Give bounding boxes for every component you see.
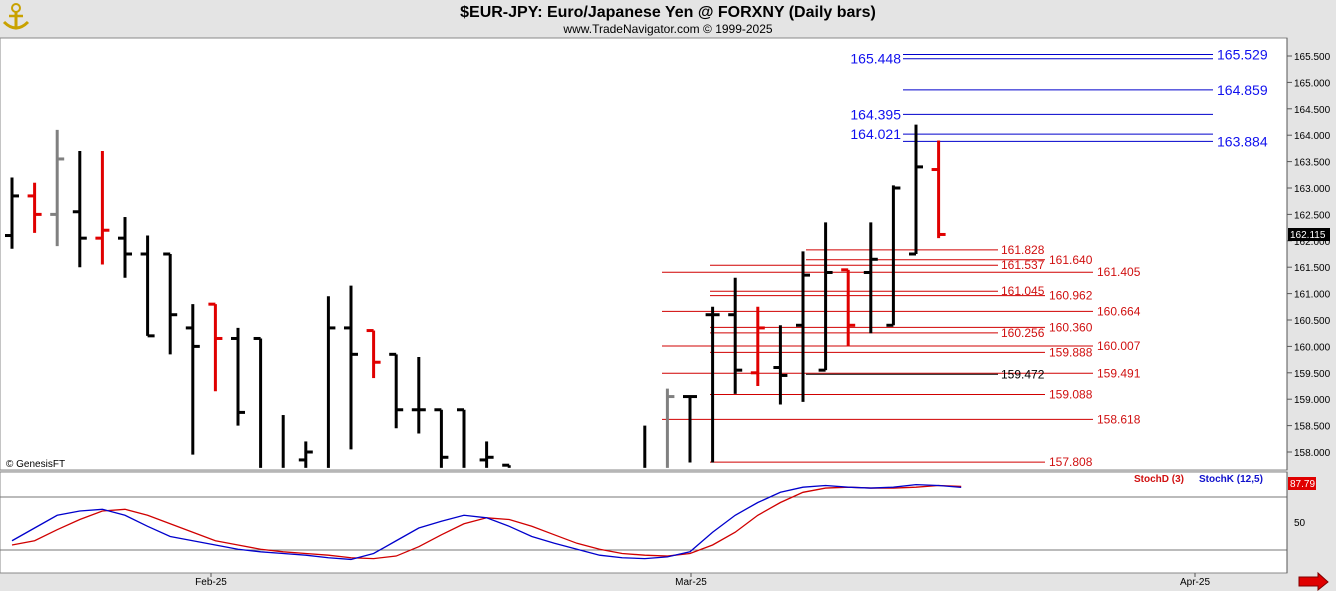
stochastic-lines	[11, 483, 962, 561]
date-tick-label: Feb-25	[195, 577, 227, 588]
ohlc-bars	[5, 124, 946, 468]
fibonacci-levels: 165.529 165.448 164.859 164.395 164.021 163.8…	[662, 46, 1268, 469]
price-tick-label: 164.000	[1294, 131, 1331, 142]
red-level-label: 161.405	[1097, 265, 1141, 279]
ohlc-bar	[909, 124, 923, 256]
blue-level-label: 165.529	[1217, 46, 1268, 62]
ohlc-bar	[185, 304, 200, 455]
red-level-label: 161.640	[1049, 253, 1093, 267]
red-level-label: 158.618	[1097, 412, 1141, 426]
price-tick-label: 159.000	[1294, 395, 1331, 406]
price-tick-label: 160.500	[1294, 316, 1331, 327]
ohlc-bar	[27, 182, 42, 233]
price-tick-label: 163.000	[1294, 184, 1331, 195]
watermark: © GenesisFT	[6, 459, 65, 470]
red-level-label: 157.808	[1049, 455, 1093, 469]
price-tick-label: 162.500	[1294, 210, 1331, 221]
blue-level-label: 164.021	[850, 126, 901, 142]
ohlc-bar	[208, 302, 223, 392]
stoch-last-badge	[1288, 477, 1316, 490]
price-tick-label: 161.000	[1294, 290, 1331, 301]
anchor-logo-icon	[2, 3, 30, 30]
date-tick-label: Apr-25	[1180, 577, 1210, 588]
stoch-k-legend: StochK (12,5)	[1199, 474, 1263, 485]
chart-title: $EUR-JPY: Euro/Japanese Yen @ FORXNY (Da…	[460, 4, 876, 21]
red-level-label: 159.088	[1049, 388, 1093, 402]
last-price-label: 162.115	[1290, 230, 1326, 241]
blue-level-label: 164.395	[850, 106, 901, 122]
ohlc-bar	[818, 222, 833, 372]
stochastic-panel	[0, 471, 1288, 574]
ohlc-bar	[118, 217, 132, 278]
ohlc-bar	[705, 306, 720, 463]
ohlc-bar	[683, 395, 697, 463]
red-level-label: 160.256	[1001, 326, 1045, 340]
price-tick-label: 158.000	[1294, 448, 1331, 459]
ohlc-bar	[163, 252, 178, 355]
ohlc-bar	[931, 140, 946, 239]
price-tick-label: 163.500	[1294, 158, 1331, 169]
ohlc-bar	[298, 441, 313, 468]
red-level-label: 161.045	[1001, 284, 1045, 298]
ohlc-bar	[728, 277, 743, 394]
ohlc-bar	[344, 285, 358, 450]
stoch-d-legend: StochD (3)	[1134, 474, 1184, 485]
stoch-tick-label: 50	[1294, 518, 1306, 529]
price-tick-label: 162.000	[1294, 237, 1331, 248]
ohlc-bar	[479, 441, 494, 468]
red-level-label: 160.664	[1097, 304, 1141, 318]
ohlc-bar	[841, 268, 856, 347]
ohlc-bar	[796, 251, 810, 402]
red-level-label: 160.962	[1049, 289, 1093, 303]
date-x-axis: Feb-25 Mar-25 Apr-25	[195, 573, 1210, 588]
ohlc-bar	[665, 388, 675, 468]
black-level-label: 159.472	[1001, 367, 1045, 381]
ohlc-bar	[773, 325, 788, 405]
ohlc-bar	[434, 408, 449, 468]
ohlc-bar	[886, 185, 901, 327]
stoch-y-axis: 50	[1286, 472, 1306, 573]
scroll-right-arrow-icon[interactable]	[1298, 571, 1329, 591]
ohlc-bar	[72, 151, 87, 268]
price-tick-label: 161.500	[1294, 263, 1331, 274]
price-tick-label: 164.500	[1294, 105, 1331, 116]
ohlc-bar	[253, 336, 263, 468]
ohlc-bar	[50, 129, 65, 247]
stoch-series-line	[11, 483, 962, 561]
last-price-badge	[1288, 228, 1330, 241]
ohlc-bar	[326, 296, 336, 468]
red-level-label: 159.888	[1049, 345, 1093, 359]
ohlc-bar	[411, 356, 426, 434]
blue-level-label: 165.448	[850, 51, 901, 67]
ohlc-bar	[231, 327, 245, 426]
ohlc-bar	[5, 177, 19, 249]
ohlc-bar	[750, 306, 765, 386]
price-y-axis: 165.500 165.000 164.500 164.000 163.500 163.0…	[1286, 38, 1331, 470]
date-tick-label: Mar-25	[675, 577, 707, 588]
ohlc-bar	[502, 463, 511, 468]
red-level-label: 160.360	[1049, 320, 1093, 334]
stoch-last-label: 87.79	[1290, 479, 1315, 490]
price-tick-label: 165.500	[1294, 52, 1331, 63]
red-level-label: 159.491	[1097, 366, 1141, 380]
red-level-label: 161.537	[1001, 258, 1045, 272]
price-tick-label: 165.000	[1294, 78, 1331, 89]
price-panel	[0, 37, 1288, 471]
price-tick-label: 159.500	[1294, 369, 1331, 380]
price-tick-label: 160.000	[1294, 342, 1331, 353]
red-level-label: 160.007	[1097, 339, 1141, 353]
blue-level-label: 164.859	[1217, 82, 1268, 98]
blue-level-label: 163.884	[1217, 133, 1268, 149]
red-level-label: 161.828	[1001, 243, 1045, 257]
ohlc-bar	[366, 329, 381, 379]
ohlc-bar	[389, 352, 404, 429]
chart-subtitle: www.TradeNavigator.com © 1999-2025	[562, 22, 772, 36]
price-tick-label: 158.500	[1294, 422, 1331, 433]
ohlc-bar	[95, 151, 110, 265]
ohlc-bar	[457, 408, 466, 468]
ohlc-bar	[140, 235, 155, 338]
ohlc-bar	[863, 222, 878, 334]
